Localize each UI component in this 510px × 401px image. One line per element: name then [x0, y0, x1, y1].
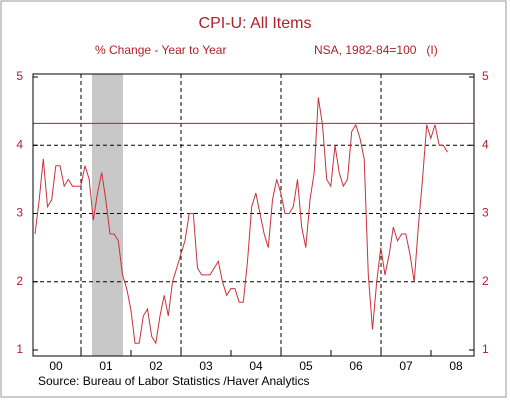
y-tick-label: 4	[16, 137, 23, 151]
plot-area: 1 2 3 4 5 1 2 3 4 5 00 01 02 03 04 05 06 07 08	[16, 69, 489, 373]
y2-tick-label: 5	[482, 69, 489, 83]
y-tick-label: 1	[16, 342, 23, 356]
subtitle: % Change - Year to Year	[95, 43, 226, 57]
x-tick-label: 02	[149, 359, 163, 373]
y2-tick-label: 2	[482, 274, 489, 288]
plot-frame	[32, 73, 475, 357]
y-tick-label: 3	[16, 206, 23, 220]
x-tick-label: 04	[249, 359, 263, 373]
chart-title: CPI-U: All Items	[199, 15, 312, 32]
x-tick-label: 00	[49, 359, 63, 373]
x-tick-label: 08	[449, 359, 463, 373]
x-tick-label: 03	[199, 359, 213, 373]
y2-tick-label: 3	[482, 206, 489, 220]
subtitle-right: NSA, 1982-84=100 (I)	[314, 43, 438, 57]
x-tick-label: 05	[299, 359, 313, 373]
y-tick-label: 5	[16, 69, 23, 83]
x-tick-label: 07	[399, 359, 413, 373]
x-tick-label: 06	[349, 359, 363, 373]
x-tick-label: 01	[99, 359, 113, 373]
data-line	[34, 97, 448, 345]
y2-tick-label: 4	[482, 137, 489, 151]
y-tick-label: 2	[16, 274, 23, 288]
y2-tick-label: 1	[482, 342, 489, 356]
source-note: Source: Bureau of Labor Statistics /Have…	[38, 374, 309, 388]
